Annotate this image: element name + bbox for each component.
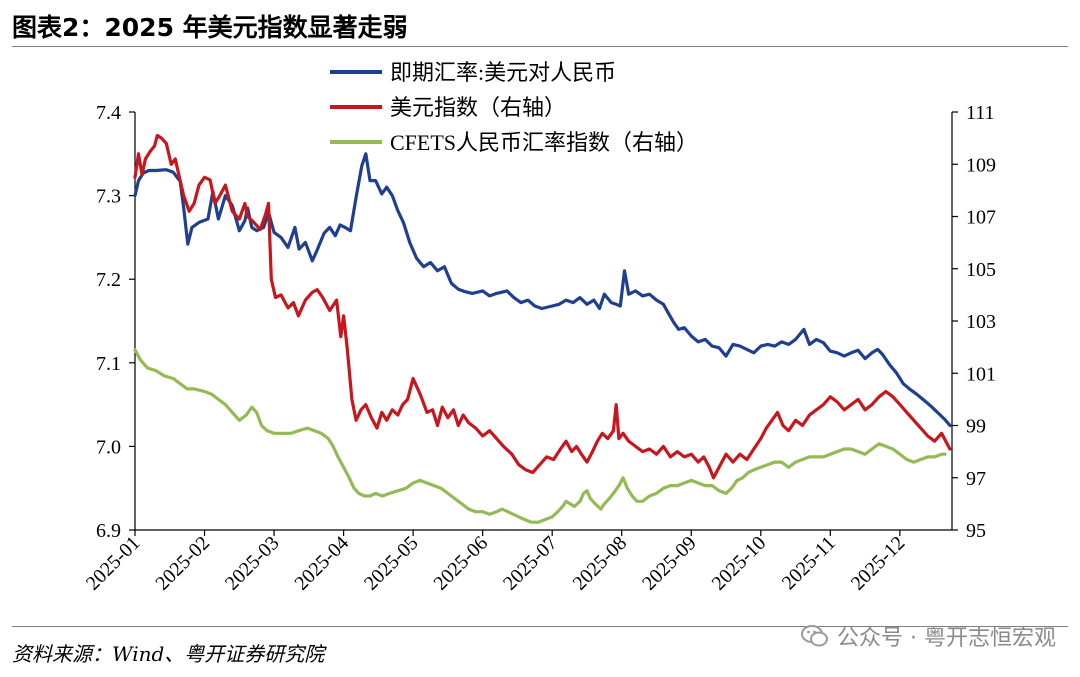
- page-title: 图表2：2025 年美元指数显著走弱: [12, 13, 408, 42]
- series-line-2: [133, 133, 952, 480]
- x-tick-label: 2025-09: [638, 532, 701, 595]
- legend-label-2: 美元指数（右轴）: [390, 95, 566, 120]
- source-note: 资料来源：Wind、粤开证券研究院: [12, 642, 325, 666]
- watermark: 公众号 · 粤开志恒宏观: [801, 620, 1056, 652]
- series-line-1: [133, 152, 952, 428]
- x-tick-label: 2025-05: [360, 532, 423, 595]
- watermark-text: 公众号 · 粤开志恒宏观: [837, 626, 1056, 651]
- right-tick-label: 109: [966, 154, 996, 176]
- x-tick-label: 2025-10: [708, 532, 771, 595]
- right-tick-label: 111: [966, 102, 995, 124]
- footer-divider: [12, 626, 1068, 627]
- x-tick-label: 2025-12: [847, 532, 910, 595]
- right-tick-label: 105: [966, 259, 996, 281]
- legend-label-1: 即期汇率:美元对人民币: [390, 60, 616, 85]
- left-tick-label: 6.9: [96, 520, 121, 542]
- left-tick-label: 7.0: [96, 436, 121, 458]
- title-divider: [12, 46, 1068, 47]
- right-tick-label: 103: [966, 311, 996, 333]
- x-tick-label: 2025-04: [290, 532, 353, 595]
- x-tick-label: 2025-02: [151, 532, 214, 595]
- right-tick-label: 101: [966, 363, 996, 385]
- left-tick-label: 7.4: [96, 102, 121, 124]
- right-tick-label: 99: [966, 416, 986, 438]
- left-tick-label: 7.3: [96, 186, 121, 208]
- x-tick-label: 2025-11: [778, 532, 840, 594]
- legend-label-3: CFETS人民币汇率指数（右轴）: [390, 130, 698, 155]
- x-tick-label: 2025-03: [221, 532, 284, 595]
- left-tick-label: 7.1: [96, 353, 121, 375]
- wechat-icon: [801, 625, 829, 647]
- left-tick-label: 7.2: [96, 269, 121, 291]
- x-tick-label: 2025-06: [429, 532, 492, 595]
- series-line-3: [133, 348, 947, 524]
- right-tick-label: 107: [966, 207, 996, 229]
- x-tick-label: 2025-07: [499, 532, 562, 595]
- right-tick-label: 97: [966, 468, 986, 490]
- right-tick-label: 95: [966, 520, 986, 542]
- x-tick-label: 2025-08: [569, 532, 632, 595]
